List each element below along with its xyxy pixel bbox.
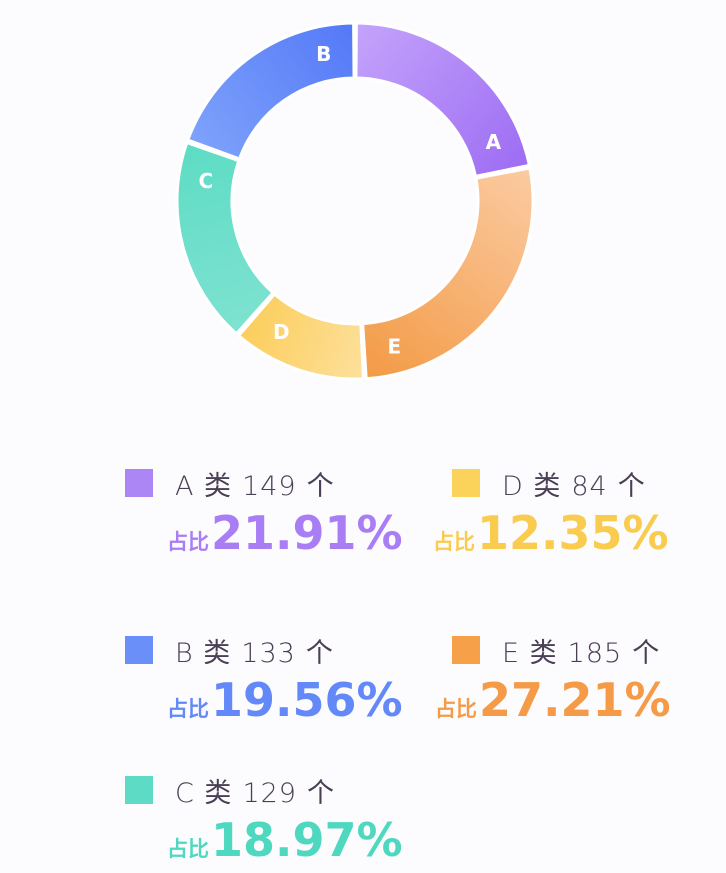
- donut-chart: A E D C B: [172, 18, 538, 384]
- donut-segment-d: [236, 291, 365, 381]
- legend-pct-e: 27.21%: [479, 673, 671, 727]
- donut-segment-c: [175, 140, 276, 336]
- legend-item-b: B 类 133 个 占比 19.56%: [125, 633, 425, 733]
- legend-item-e: E 类 185 个 占比 27.21%: [435, 633, 726, 733]
- legend-pct-b: 19.56%: [211, 673, 403, 727]
- legend-swatch-c: [125, 776, 153, 804]
- legend-swatch-d: [452, 469, 480, 497]
- legend-count-d: 84: [571, 470, 608, 502]
- legend-name-e: E 类: [502, 637, 558, 669]
- legend-unit-e: 个: [632, 637, 661, 669]
- legend-pct-d: 12.35%: [477, 506, 669, 560]
- legend-swatch-e: [452, 636, 480, 664]
- legend-name-a: A 类: [175, 470, 233, 502]
- donut-label-d: D: [273, 320, 290, 344]
- donut-segment-b: [185, 21, 356, 161]
- legend-name-d: D 类: [502, 470, 562, 502]
- legend-swatch-b: [125, 636, 153, 664]
- legend-item-c: C 类 129 个 占比 18.97%: [125, 773, 425, 873]
- legend-count-c: 129: [242, 777, 297, 809]
- legend-count-a: 149: [242, 470, 297, 502]
- legend-pct-row-a: 占比 21.91%: [167, 506, 403, 560]
- legend-swatch-a: [125, 469, 153, 497]
- donut-segment-a: [354, 21, 532, 179]
- legend-pct-row-d: 占比 12.35%: [433, 506, 669, 560]
- legend-pct-row-e: 占比 27.21%: [435, 673, 671, 727]
- legend-pct-row-b: 占比 19.56%: [167, 673, 403, 727]
- legend-pct-a: 21.91%: [211, 506, 403, 560]
- legend-pct-row-c: 占比 18.97%: [167, 813, 403, 867]
- legend-item-a: A 类 149 个 占比 21.91%: [125, 466, 425, 566]
- donut-label-a: A: [486, 130, 502, 154]
- legend-item-d: D 类 84 个 占比 12.35%: [433, 466, 726, 566]
- legend-pct-prefix-b: 占比: [167, 697, 209, 721]
- legend-pct-prefix-e: 占比: [435, 697, 477, 721]
- donut-label-e: E: [388, 334, 402, 358]
- legend-count-b: 133: [241, 637, 296, 669]
- legend-pct-c: 18.97%: [211, 813, 403, 867]
- donut-svg: A E D C B: [175, 21, 535, 381]
- legend-pct-prefix-d: 占比: [433, 530, 475, 554]
- legend-pct-prefix-c: 占比: [167, 837, 209, 861]
- donut-segment-e: [361, 166, 535, 381]
- donut-label-b: B: [316, 42, 331, 66]
- legend-count-e: 185: [567, 637, 623, 669]
- legend-unit-b: 个: [305, 637, 334, 669]
- legend-unit-a: 个: [306, 470, 335, 502]
- legend-unit-c: 个: [306, 777, 335, 809]
- legend-unit-d: 个: [617, 470, 646, 502]
- legend-pct-prefix-a: 占比: [167, 530, 209, 554]
- legend-name-b: B 类: [175, 637, 232, 669]
- donut-label-c: C: [198, 169, 213, 193]
- legend-name-c: C 类: [175, 777, 233, 809]
